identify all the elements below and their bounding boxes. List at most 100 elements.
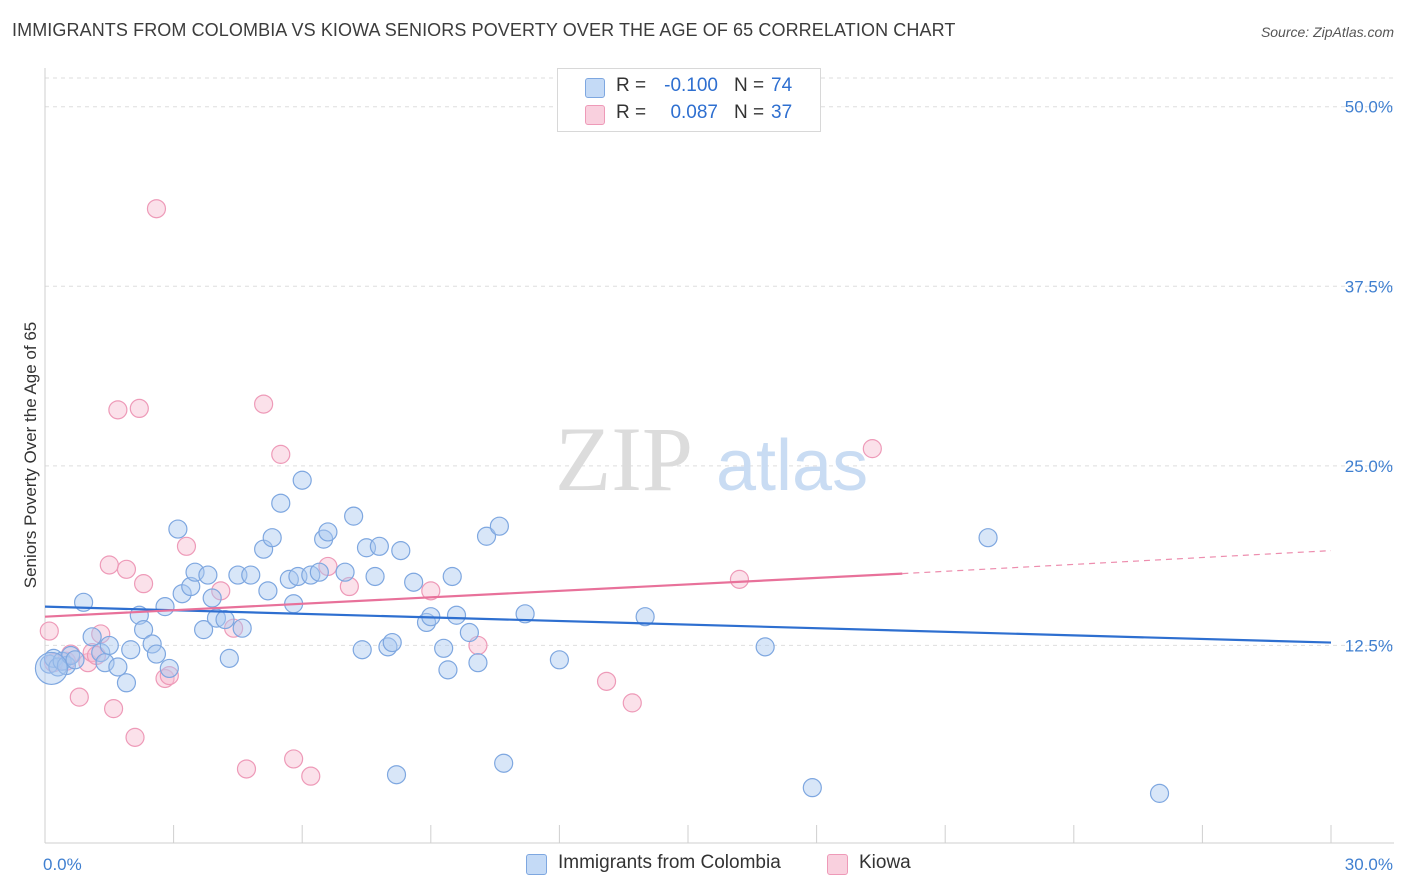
legend-swatch-colombia — [585, 78, 605, 98]
colombia-point — [352, 640, 372, 660]
x-tick-label: 30.0% — [1345, 855, 1393, 874]
legend-swatch-colombia — [526, 854, 547, 875]
colombia-point — [159, 658, 179, 679]
colombia-point — [121, 640, 141, 660]
kiowa-point — [421, 581, 441, 601]
colombia-point — [382, 632, 402, 653]
colombia-point — [116, 673, 137, 693]
colombia-point — [494, 753, 514, 773]
colombia-point — [34, 651, 69, 686]
colombia-point — [434, 638, 454, 658]
colombia-point — [978, 528, 998, 548]
kiowa-point — [236, 759, 257, 779]
legend-row-colombia: R = -0.100 N = 74 — [558, 74, 820, 100]
colombia-point — [404, 572, 424, 592]
colombia-point — [438, 660, 458, 680]
colombia-point — [271, 493, 291, 513]
colombia-point — [1149, 783, 1170, 803]
y-tick-label: 37.5% — [1345, 277, 1393, 296]
colombia-point — [549, 650, 570, 670]
kiowa-point — [133, 574, 154, 594]
colombia-point — [292, 470, 312, 490]
y-axis-label: Seniors Poverty Over the Age of 65 — [21, 322, 40, 588]
colombia-point — [344, 506, 364, 526]
colombia-point — [108, 657, 128, 677]
n-label: N = — [734, 102, 765, 123]
kiowa-point — [129, 398, 149, 419]
kiowa-point — [99, 555, 119, 575]
colombia-point — [258, 581, 278, 601]
colombia-point — [133, 620, 154, 640]
kiowa-point — [108, 400, 128, 420]
colombia-point — [181, 576, 201, 597]
r-value: -0.100 — [664, 75, 718, 96]
kiowa-points — [39, 199, 882, 786]
kiowa-point — [116, 559, 137, 579]
kiowa-point — [176, 536, 197, 556]
kiowa-point — [103, 699, 124, 719]
colombia-point — [99, 635, 119, 656]
colombia-point — [515, 604, 535, 624]
colombia-point — [318, 522, 338, 542]
colombia-point — [391, 541, 411, 561]
legend-swatch-kiowa — [585, 105, 605, 125]
colombia-point — [241, 565, 261, 585]
colombia-point — [82, 627, 102, 647]
colombia-point — [442, 566, 462, 587]
colombia-point — [476, 526, 497, 546]
colombia-point — [142, 634, 162, 654]
y-tick-label: 50.0% — [1345, 98, 1393, 117]
watermark: ZIP atlas — [555, 408, 868, 510]
kiowa-point — [339, 576, 359, 597]
kiowa-point — [146, 199, 167, 219]
kiowa-point — [39, 621, 59, 641]
x-tick-label: 0.0% — [43, 855, 82, 874]
colombia-point — [386, 765, 407, 785]
kiowa-trend-extension — [902, 550, 1332, 575]
colombia-point — [202, 588, 222, 608]
colombia-point — [755, 637, 775, 657]
colombia-point — [168, 519, 188, 539]
r-label: R = — [616, 75, 647, 96]
legend-label-kiowa: Kiowa — [859, 852, 911, 873]
kiowa-point — [729, 569, 750, 589]
colombia-points — [34, 470, 1170, 803]
kiowa-point — [862, 439, 882, 459]
colombia-point — [365, 566, 385, 587]
kiowa-point — [284, 749, 304, 769]
kiowa-point — [596, 671, 617, 691]
kiowa-point — [125, 727, 145, 747]
colombia-point — [198, 565, 218, 585]
y-tick-label: 25.0% — [1345, 457, 1393, 476]
colombia-point — [459, 622, 479, 643]
y-tick-label: 12.5% — [1345, 636, 1393, 655]
colombia-point — [309, 562, 329, 582]
correlation-legend: R = -0.100 N = 74 R = 0.087 N = 37 — [557, 68, 821, 132]
chart-title: IMMIGRANTS FROM COLOMBIA VS KIOWA SENIOR… — [12, 20, 956, 40]
kiowa-trend-line — [44, 572, 903, 618]
colombia-point — [369, 536, 389, 556]
watermark-zip: ZIP — [555, 408, 693, 510]
kiowa-point — [301, 766, 321, 786]
colombia-point — [65, 650, 85, 670]
source-credit: Source: ZipAtlas.com — [1260, 24, 1394, 40]
colombia-point — [155, 597, 175, 617]
colombia-point — [446, 605, 467, 625]
r-label: R = — [616, 102, 647, 123]
colombia-point — [215, 609, 235, 630]
colombia-point — [635, 607, 655, 627]
colombia-point — [146, 644, 167, 664]
kiowa-point — [622, 693, 642, 713]
colombia-point — [802, 778, 822, 798]
colombia-point — [335, 562, 355, 582]
watermark-atlas: atlas — [716, 426, 868, 506]
axes: 0.0% 30.0% — [43, 68, 1394, 874]
colombia-point — [194, 620, 214, 640]
colombia-point — [232, 618, 252, 638]
kiowa-point — [69, 687, 89, 707]
trend-lines — [44, 550, 1332, 644]
kiowa-point — [254, 394, 274, 414]
colombia-trend-line — [44, 605, 1332, 644]
kiowa-point — [271, 444, 291, 464]
legend-swatch-kiowa — [827, 854, 848, 875]
